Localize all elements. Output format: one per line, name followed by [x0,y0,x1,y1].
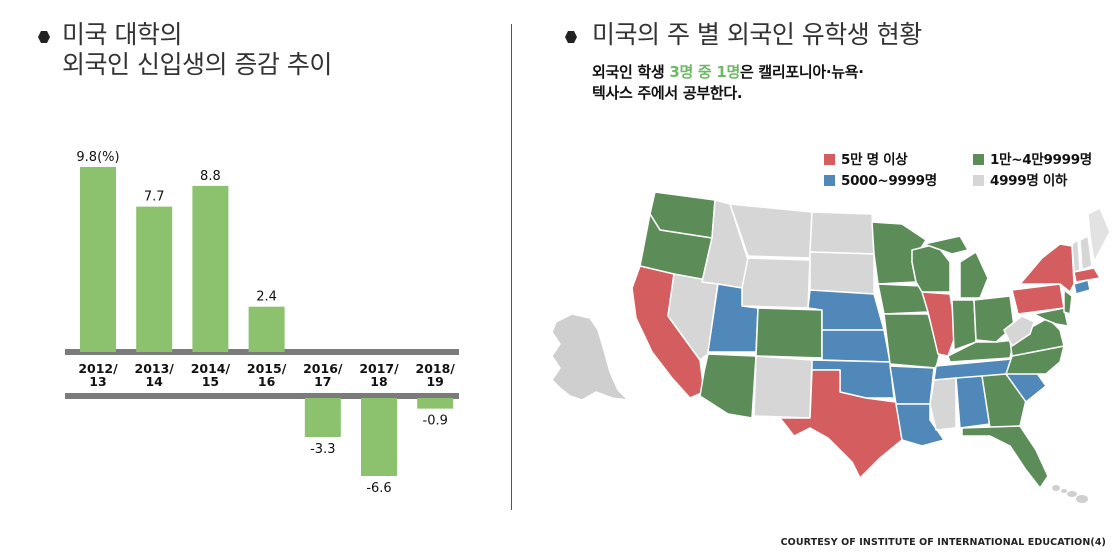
legend-swatch-green [973,154,984,165]
map-arizona [699,353,757,419]
bar-chart: 9.8(%) 2012/13 7.7 2013/14 8.8 2014/15 2.4 2015… [65,150,459,496]
category-label-6: 2018/19 [416,361,456,389]
data-label-5: -6.6 [366,481,391,496]
legend-swatch-gray [973,175,984,186]
map-wyoming [741,257,811,309]
legend-item-red: 5만 명 이상 [824,148,908,168]
legend-label-red: 5만 명 이상 [841,152,908,168]
legend-swatch-red [824,154,835,165]
map-alaska [551,313,629,401]
map-kansas [821,329,891,363]
data-label-2: 8.8 [200,169,221,184]
category-label-2: 2014/15 [191,361,231,389]
source-credit: COURTESY OF INSTITUTE OF INTERNATIONAL E… [780,537,1106,548]
category-label-1: 2013/14 [135,361,175,389]
bar-6 [417,398,454,409]
map-vermont [1071,239,1081,273]
map-new-hampshire [1079,235,1093,271]
subtitle-line1: 외국인 학생 3명 중 1명은 캘리포니아·뉴욕· [592,62,864,83]
map-north-dakota [809,211,875,255]
map-michigan [923,235,989,299]
map-arkansas [889,365,935,405]
legend-item-green: 1만~4만9999명 [973,148,1092,168]
legend-label-gray: 4999명 이하 [990,173,1068,189]
map-indiana [951,299,977,351]
data-label-4: -3.3 [310,442,335,457]
title-bullet-right [565,31,577,43]
bar-1 [136,206,173,352]
map-subtitle: 외국인 학생 3명 중 1명은 캘리포니아·뉴욕· 텍사스 주에서 공부한다. [592,62,864,104]
data-label-3: 2.4 [256,290,277,305]
map-new-jersey [1063,289,1073,315]
legend-item-blue: 5000~9999명 [824,169,937,189]
subtitle-line2: 텍사스 주에서 공부한다. [592,84,743,102]
map-new-mexico [753,355,813,419]
left-title-line2: 외국인 신입생의 증감 추이 [62,50,332,79]
data-label-6: -0.9 [423,414,448,429]
map-florida [961,425,1049,489]
category-label-0: 2012/13 [78,361,118,389]
subtitle-text-b: 은 캘리포니아·뉴욕· [739,63,864,81]
map-maine [1087,207,1111,263]
bar-2 [192,185,229,352]
data-label-0: 9.8(%) [76,150,119,165]
legend-swatch-blue [824,175,835,186]
map-missouri [883,313,941,369]
map-texas [779,369,903,479]
left-chart-title: 미국 대학의 외국인 신입생의 증감 추이 [62,20,332,80]
legend-label-blue: 5000~9999명 [841,173,937,189]
map-mississippi [929,377,957,431]
map-west-virginia [1003,315,1035,347]
map-colorado [755,307,823,359]
map-new-york [1019,243,1075,293]
left-title-line1: 미국 대학의 [62,20,182,49]
right-chart-title: 미국의 주 별 외국인 유학생 현황 [592,20,922,49]
category-label-3: 2015/16 [247,361,287,389]
title-bullet-left [38,31,50,43]
zero-band-bottom [65,393,459,399]
data-label-1: 7.7 [144,190,165,205]
subtitle-text-a: 외국인 학생 [592,63,670,81]
map-massachusetts [1073,267,1101,283]
bar-0 [80,167,116,352]
legend-item-gray: 4999명 이하 [973,169,1067,189]
category-label-4: 2016/17 [303,361,343,389]
bar-5 [361,398,397,476]
legend-label-green: 1만~4만9999명 [990,152,1092,168]
bar-3 [248,306,285,352]
map-hawaii [1052,485,1088,503]
category-label-5: 2017/18 [359,361,399,389]
subtitle-highlight: 3명 중 1명 [669,63,740,81]
map-maryland [1033,307,1069,327]
panel-divider [511,24,512,510]
bar-4 [304,398,341,437]
map-south-dakota [809,251,875,295]
